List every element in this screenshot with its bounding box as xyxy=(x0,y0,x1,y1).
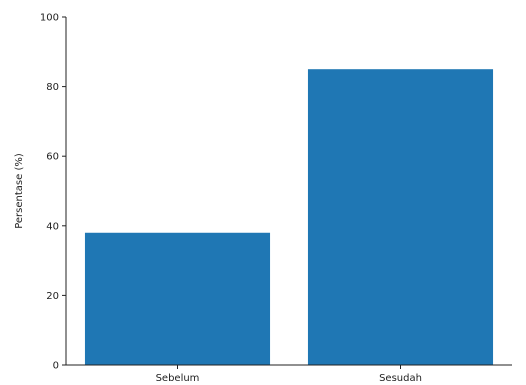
y-axis-ticks: 0 20 40 60 80 100 xyxy=(40,13,66,372)
y-tick-label: 40 xyxy=(46,221,59,232)
y-tick-label: 0 xyxy=(53,361,59,372)
bar-sesudah xyxy=(307,69,494,365)
bar-sebelum xyxy=(84,232,271,365)
y-axis-title: Persentase (%) xyxy=(14,153,25,229)
x-tick-label: Sebelum xyxy=(156,373,200,384)
x-tick-label: Sesudah xyxy=(379,373,422,384)
y-tick-label: 60 xyxy=(46,152,59,163)
y-tick-label: 20 xyxy=(46,291,59,302)
y-tick-label: 100 xyxy=(40,13,59,24)
x-axis-ticks: Sebelum Sesudah xyxy=(156,365,422,384)
y-tick-label: 80 xyxy=(46,82,59,93)
bars-layer xyxy=(84,69,494,365)
